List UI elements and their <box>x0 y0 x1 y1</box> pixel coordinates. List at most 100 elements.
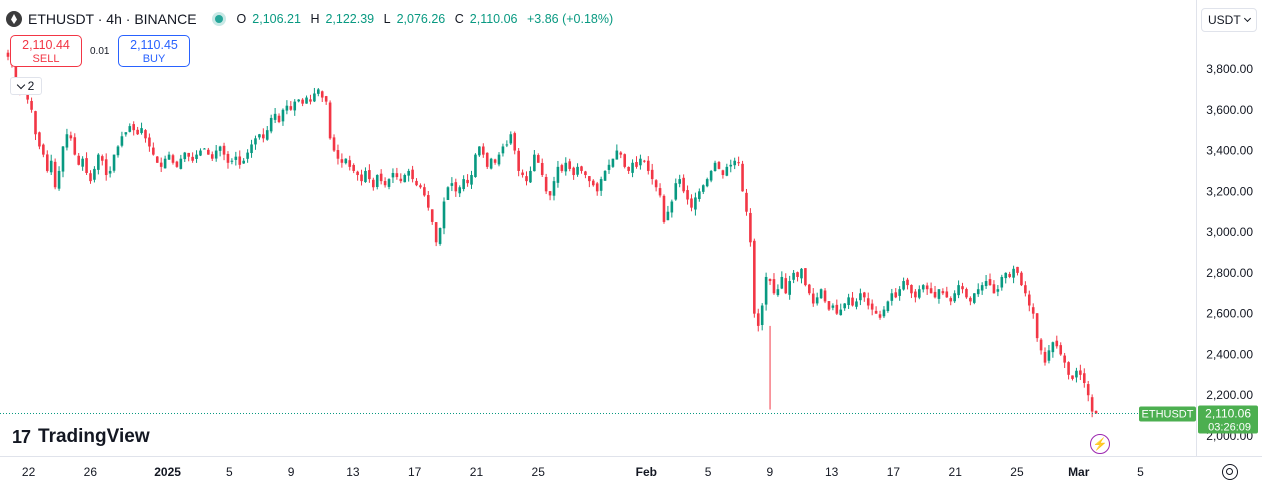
candle-body <box>203 148 206 150</box>
candle-body <box>863 292 866 298</box>
candle-body <box>599 179 603 191</box>
ethereum-icon <box>6 11 22 27</box>
gear-icon[interactable] <box>1222 464 1238 480</box>
candle-body <box>104 159 108 176</box>
candle-body <box>855 301 858 307</box>
candle-body <box>921 285 925 290</box>
candle-body <box>1027 294 1031 306</box>
candle-body <box>234 156 238 160</box>
low-label: L <box>383 12 391 26</box>
candle-body <box>1094 410 1098 414</box>
candle-body <box>611 158 615 167</box>
candle-body <box>619 152 623 155</box>
candle-body <box>1008 274 1011 277</box>
candle-body <box>246 152 249 159</box>
candle-body <box>878 314 882 318</box>
candle-body <box>576 166 579 175</box>
x-tick-label: 21 <box>949 465 963 479</box>
candle-body <box>827 301 831 310</box>
candle-body <box>155 156 159 163</box>
candle-body <box>536 155 540 163</box>
candle-body <box>969 297 972 302</box>
candle-body <box>933 291 937 298</box>
low-value: 2,076.26 <box>396 12 446 26</box>
candle-body <box>823 290 827 302</box>
indicators-toggle-button[interactable]: 2 <box>10 77 42 95</box>
candle-body <box>183 152 187 160</box>
candle-body <box>505 144 509 146</box>
candle-body <box>69 135 73 139</box>
candle-body <box>324 96 328 102</box>
candle-body <box>843 303 846 309</box>
lightning-icon[interactable]: ⚡ <box>1090 434 1110 454</box>
candle-body <box>108 170 112 174</box>
candle-body <box>466 179 469 184</box>
candle-body <box>403 175 407 183</box>
x-tick-label: 17 <box>408 465 422 479</box>
candle-body <box>454 182 458 192</box>
candle-body <box>859 293 862 301</box>
candle-body <box>430 209 434 222</box>
candle-body <box>116 146 120 156</box>
candle-body <box>128 126 132 132</box>
currency-select[interactable]: USDT <box>1201 8 1257 32</box>
chevron-down-icon <box>16 80 25 89</box>
candle-body <box>478 146 481 156</box>
candle-body <box>144 130 147 139</box>
x-tick-label: 26 <box>84 465 98 479</box>
candle-body <box>230 160 234 162</box>
candle-body <box>678 179 681 184</box>
candle-body <box>949 298 953 302</box>
candle-body <box>984 281 988 287</box>
candle-body <box>120 136 124 146</box>
y-tick-label: 2,800.00 <box>1206 266 1253 280</box>
symbol-title[interactable]: ETHUSDT · 4h · BINANCE <box>28 11 197 27</box>
candle-body <box>729 164 733 167</box>
candle-body <box>513 133 517 151</box>
candle-body <box>163 158 167 169</box>
x-tick-label: 13 <box>346 465 360 479</box>
high-value: 2,122.39 <box>325 12 375 26</box>
candle-body <box>352 164 355 171</box>
candle-body <box>980 285 984 291</box>
sell-button[interactable]: 2,110.44 SELL <box>10 35 82 67</box>
candle-body <box>42 144 45 155</box>
candle-body <box>265 130 269 140</box>
candle-body <box>179 158 183 169</box>
candle-body <box>434 222 438 243</box>
x-tick-label: 9 <box>288 465 295 479</box>
candle-body <box>89 173 92 182</box>
candle-body <box>741 163 744 192</box>
x-tick-label: Mar <box>1068 465 1090 479</box>
candle-body <box>1039 339 1043 351</box>
candle-body <box>615 150 619 160</box>
candle-body <box>666 211 670 221</box>
candle-body <box>815 297 819 304</box>
candle-body <box>670 201 674 213</box>
market-status-icon[interactable] <box>214 15 223 23</box>
candle-body <box>1051 342 1055 353</box>
candle-body <box>387 179 391 187</box>
candle-body <box>831 305 835 308</box>
candle-body <box>1016 266 1019 273</box>
candle-body <box>191 156 194 161</box>
buy-button[interactable]: 2,110.45 BUY <box>118 35 190 67</box>
candle-body <box>756 313 760 326</box>
candle-body <box>957 285 960 296</box>
candle-body <box>988 279 992 286</box>
candle-body <box>753 240 756 314</box>
candle-body <box>945 291 949 298</box>
candle-body <box>152 147 155 155</box>
candle-body <box>847 297 850 306</box>
candle-body <box>297 99 300 102</box>
candle-body <box>214 150 218 159</box>
tradingview-logo[interactable]: 17 TradingView <box>12 426 150 448</box>
candle-body <box>851 297 854 306</box>
candle-body <box>552 181 556 196</box>
candle-body <box>77 155 81 165</box>
candle-body <box>788 281 791 295</box>
candle-body <box>446 187 450 201</box>
candle-body <box>792 272 795 280</box>
